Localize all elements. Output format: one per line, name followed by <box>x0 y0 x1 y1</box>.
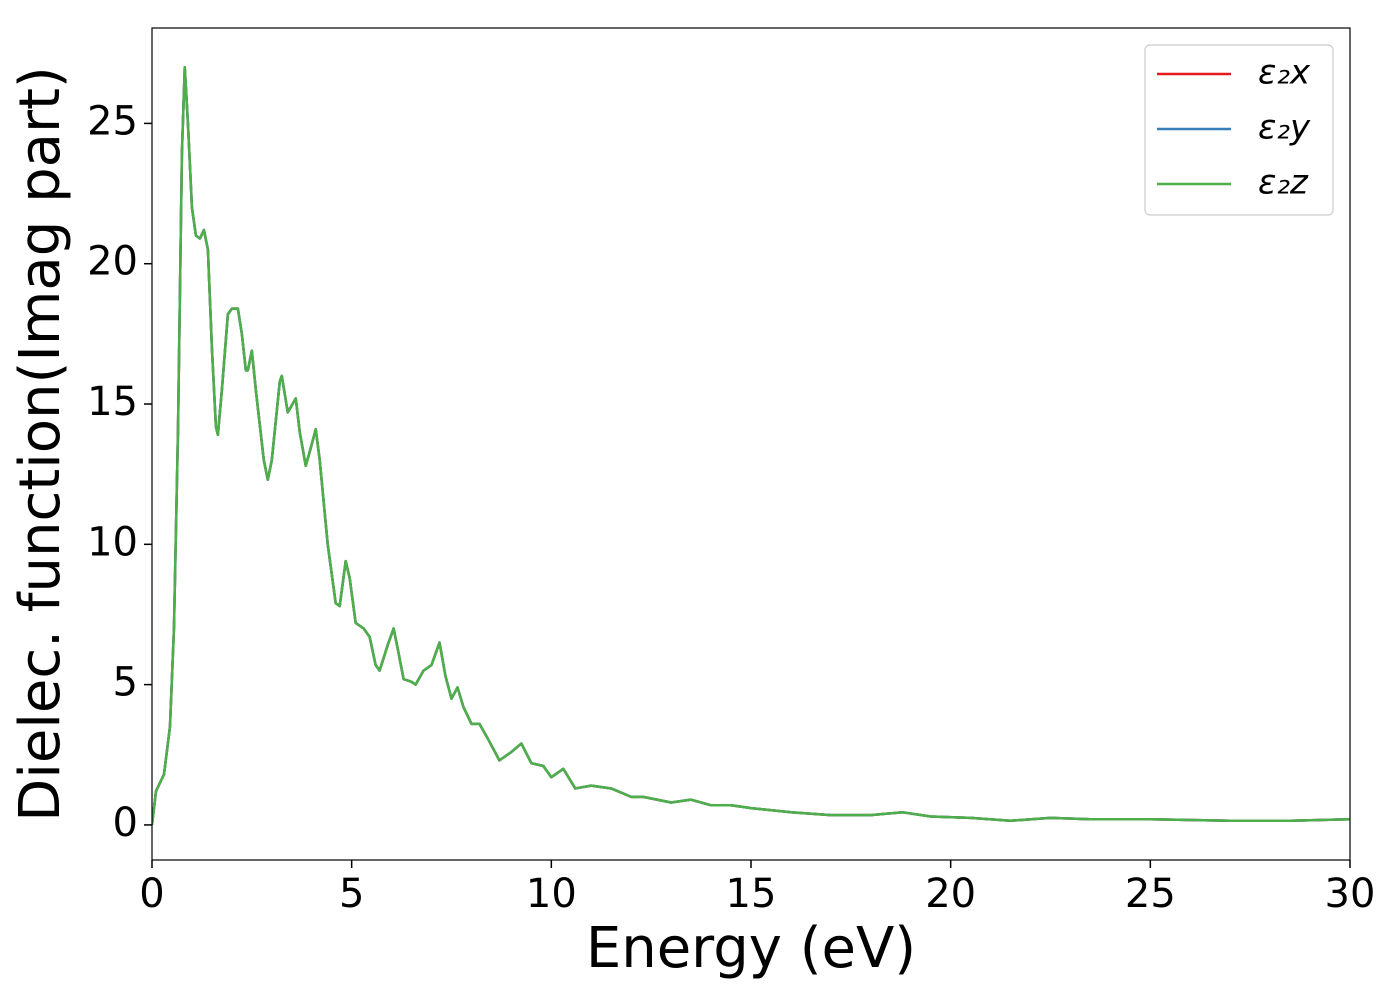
plot-frame <box>151 27 1351 861</box>
legend-label: ε₂z <box>1258 163 1309 203</box>
y-axis-label: Dielec. function(Imag part) <box>8 66 73 822</box>
x-tick-label: 0 <box>139 871 164 917</box>
y-tick-label: 0 <box>113 800 138 846</box>
legend-label: ε₂x <box>1258 53 1311 93</box>
y-tick-label: 5 <box>113 660 138 706</box>
x-tick-label: 25 <box>1125 871 1176 917</box>
line-series <box>152 66 1350 826</box>
legend-label: ε₂y <box>1258 108 1311 148</box>
x-axis-label: Energy (eV) <box>586 916 916 981</box>
y-tick-label: 25 <box>87 98 138 144</box>
y-tick-label: 10 <box>87 519 138 565</box>
x-tick-label: 30 <box>1325 871 1376 917</box>
x-tick-label: 15 <box>726 871 777 917</box>
legend-box <box>1144 44 1334 216</box>
x-tick-label: 5 <box>339 871 364 917</box>
y-tick-label: 15 <box>87 379 138 425</box>
x-tick-label: 10 <box>526 871 577 917</box>
x-tick-label: 20 <box>925 871 976 917</box>
y-tick-label: 20 <box>87 239 138 285</box>
